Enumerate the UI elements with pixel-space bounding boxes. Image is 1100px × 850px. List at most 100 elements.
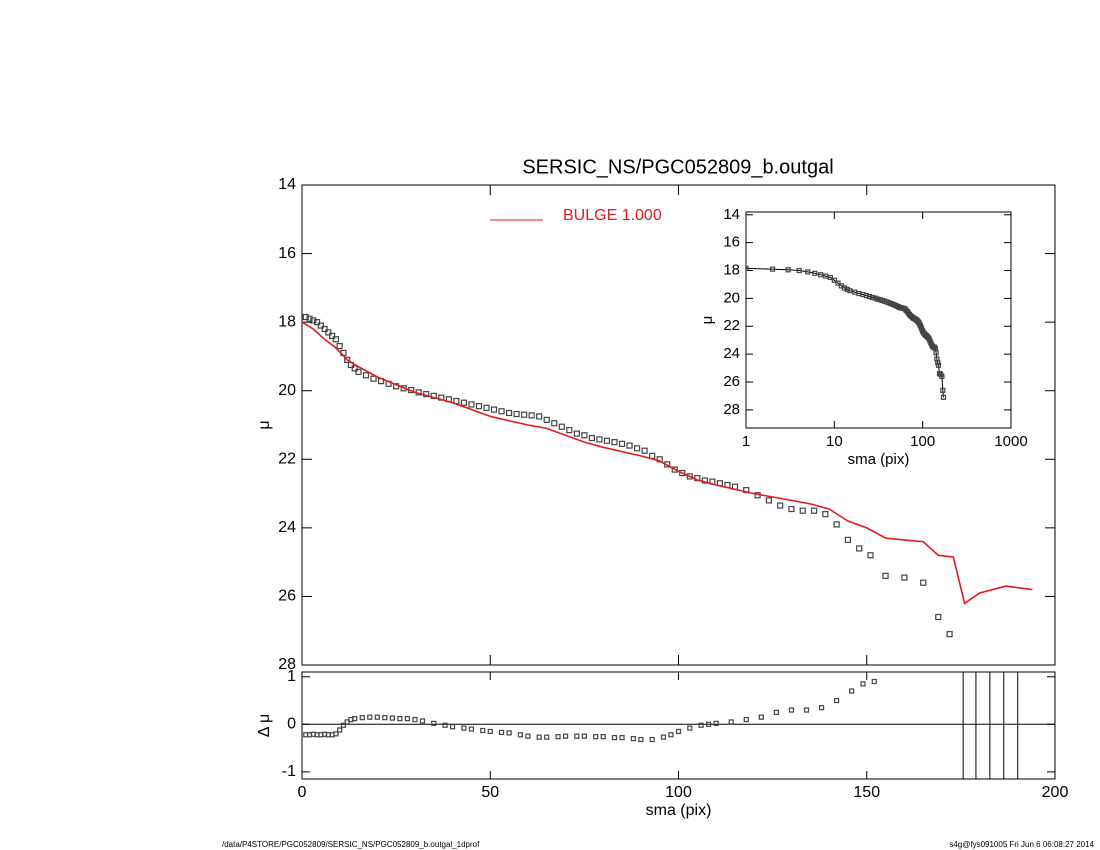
data-point: [935, 613, 942, 621]
data-point: [525, 733, 531, 739]
data-point: [336, 343, 343, 350]
y-tick-label: 18: [723, 261, 740, 278]
data-point: [483, 404, 490, 411]
data-point: [803, 707, 810, 713]
y-tick-label: 24: [723, 345, 740, 362]
data-point: [558, 423, 565, 430]
data-point: [450, 724, 456, 730]
data-point: [419, 718, 426, 724]
data-point: [931, 344, 938, 350]
data-point: [412, 716, 418, 723]
data-point: [352, 716, 358, 722]
data-point: [513, 410, 520, 418]
data-point: [935, 362, 942, 368]
data-point: [359, 715, 365, 721]
data-point: [593, 734, 599, 740]
data-point: [310, 317, 317, 324]
y-tick-label: 24: [278, 519, 296, 536]
x-axis-label: sma (pix): [848, 451, 910, 468]
data-point: [671, 466, 678, 473]
legend-label: BULGE 1.000: [563, 207, 662, 224]
data-point: [713, 720, 719, 726]
y-tick-label: 20: [723, 289, 740, 306]
data-point: [844, 286, 850, 292]
data-point: [355, 368, 362, 375]
data-point: [831, 277, 837, 283]
inset-background: [746, 212, 1011, 428]
data-point: [618, 440, 626, 447]
data-point: [536, 413, 543, 420]
x-tick-label: 1000: [994, 433, 1027, 450]
plot-area: [302, 313, 1033, 638]
data-point: [822, 511, 829, 518]
y-axis-label: μ: [256, 420, 273, 429]
y-tick-label: 20: [278, 382, 296, 399]
y-tick-label: 28: [723, 401, 740, 418]
data-point: [551, 420, 558, 427]
data-point: [431, 720, 437, 726]
plot-area: [746, 265, 947, 400]
data-point: [344, 356, 351, 363]
data-point: [370, 375, 377, 382]
data-point: [818, 705, 825, 711]
data-point: [769, 266, 776, 272]
data-point: [799, 507, 806, 514]
data-point: [630, 735, 636, 742]
data-point: [325, 329, 332, 336]
x-tick-label: 100: [910, 433, 935, 450]
y-tick-label: 28: [278, 656, 296, 673]
data-point: [573, 430, 580, 437]
y-tick-label: 26: [278, 588, 296, 605]
data-point: [818, 272, 824, 278]
data-point: [633, 445, 641, 452]
data-point: [844, 536, 852, 543]
x-tick-label: 50: [481, 784, 499, 801]
data-point: [746, 265, 749, 272]
data-point: [581, 733, 587, 739]
data-point: [841, 285, 847, 291]
y-tick-label: 1: [287, 668, 296, 685]
data-point: [849, 688, 855, 694]
data-point: [332, 336, 339, 343]
data-point: [946, 631, 953, 638]
y-axis-label: Δ μ: [256, 714, 273, 737]
data-point: [490, 406, 498, 413]
x-tick-label: 10: [826, 433, 843, 450]
data-point: [603, 437, 611, 444]
data-point: [555, 734, 561, 740]
y-tick-label: 14: [723, 206, 740, 223]
data-point: [882, 572, 889, 579]
data-point: [543, 416, 550, 423]
data-point: [333, 731, 339, 737]
data-point: [574, 733, 580, 739]
data-point: [940, 387, 946, 393]
data-point: [649, 736, 655, 743]
data-point: [773, 709, 779, 716]
data-point: [313, 319, 321, 326]
data-point: [649, 452, 656, 459]
data-point: [660, 734, 667, 740]
data-point: [777, 502, 784, 509]
data-point: [536, 734, 542, 740]
data-point: [340, 722, 347, 728]
data-point: [506, 730, 512, 736]
data-point: [487, 728, 493, 735]
y-tick-label: 22: [278, 451, 296, 468]
data-point: [867, 552, 874, 559]
data-point: [600, 734, 606, 740]
data-point: [389, 715, 395, 721]
data-point: [641, 447, 648, 454]
model-line: [302, 321, 1033, 605]
data-point: [866, 293, 873, 300]
data-point: [611, 439, 618, 446]
data-point: [668, 732, 674, 738]
data-point: [935, 359, 941, 366]
data-point: [480, 727, 486, 734]
data-point: [869, 294, 876, 301]
data-point: [460, 399, 467, 406]
data-point: [498, 408, 505, 415]
data-point: [788, 505, 795, 513]
data-point: [827, 274, 833, 281]
data-point: [351, 365, 358, 372]
